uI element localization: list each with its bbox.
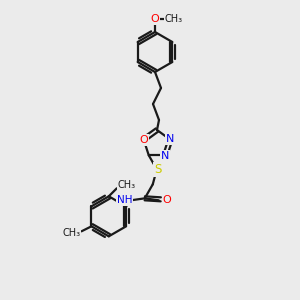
Text: O: O [162, 195, 171, 205]
Text: NH: NH [117, 195, 133, 205]
Text: N: N [161, 151, 170, 161]
Text: CH₃: CH₃ [62, 228, 80, 238]
Text: CH₃: CH₃ [165, 14, 183, 24]
Text: CH₃: CH₃ [118, 180, 136, 190]
Text: O: O [139, 135, 148, 145]
Text: S: S [154, 163, 161, 176]
Text: N: N [166, 134, 175, 144]
Text: O: O [151, 14, 159, 24]
